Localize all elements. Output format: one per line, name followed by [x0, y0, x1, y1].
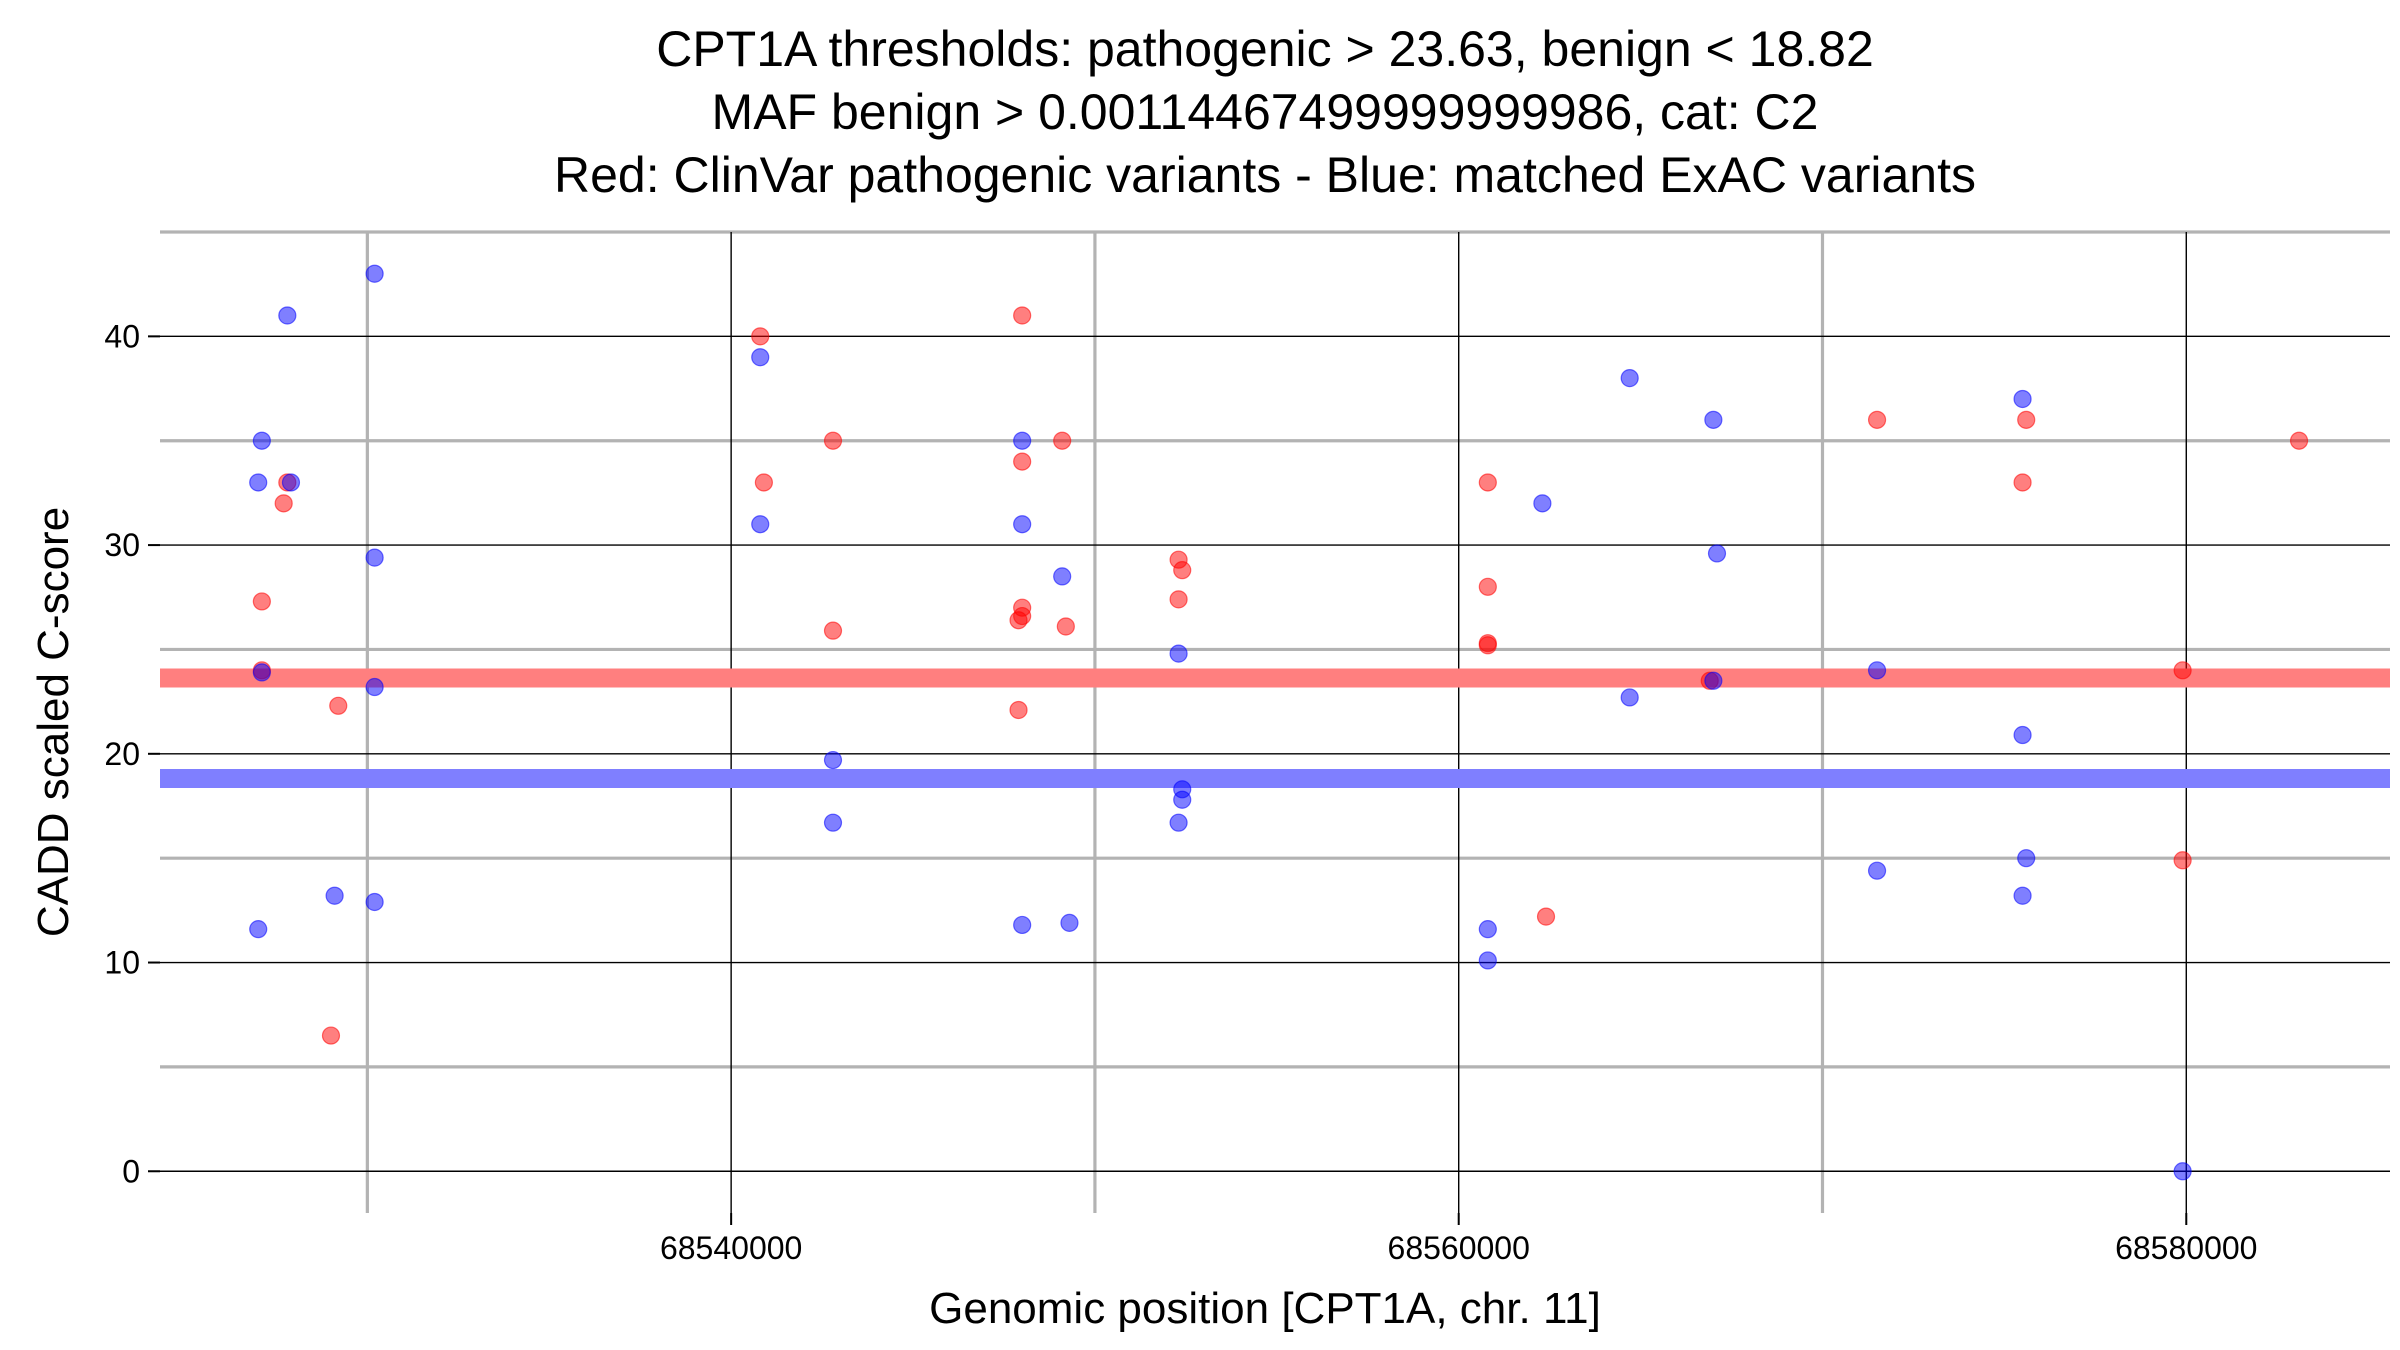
- data-point: [2013, 725, 2032, 745]
- data-point: [1013, 452, 1032, 471]
- data-point: [1013, 431, 1032, 450]
- title-line-2: MAF benign > 0.00114467499999999986, cat…: [712, 84, 1819, 140]
- data-point: [1169, 644, 1188, 663]
- data-point: [1053, 567, 1072, 586]
- y-tick-label: 40: [104, 318, 140, 354]
- x-tick-label: 68540000: [660, 1230, 802, 1266]
- data-point: [1867, 861, 1887, 880]
- data-point: [1533, 494, 1552, 513]
- data-point: [1056, 617, 1075, 636]
- data-point: [1478, 920, 1497, 939]
- data-point: [754, 473, 773, 492]
- data-point: [1053, 431, 1072, 450]
- data-point: [1478, 636, 1497, 655]
- data-point: [823, 431, 843, 450]
- data-point: [252, 592, 271, 611]
- data-point: [1867, 661, 1887, 680]
- data-point: [365, 264, 384, 283]
- data-point: [1478, 577, 1497, 596]
- data-point: [278, 306, 297, 325]
- data-point: [252, 431, 271, 450]
- data-point: [823, 813, 843, 832]
- x-tick-label: 68560000: [1388, 1230, 1530, 1266]
- data-point: [1620, 369, 1639, 388]
- threshold-lines: [160, 668, 2390, 788]
- data-point: [1013, 915, 1032, 935]
- data-point: [2173, 661, 2192, 680]
- data-point: [1707, 544, 1727, 563]
- title-line-1: CPT1A thresholds: pathogenic > 23.63, be…: [656, 21, 1874, 77]
- y-axis-label: CADD scaled C-score: [29, 507, 78, 937]
- data-point: [249, 920, 268, 939]
- data-point: [252, 663, 271, 682]
- data-point: [1009, 611, 1028, 630]
- data-point: [1173, 561, 1192, 580]
- x-tick-label: 68580000: [2115, 1230, 2257, 1266]
- data-point: [249, 473, 268, 492]
- data-points: [249, 264, 2309, 1181]
- x-axis-label: Genomic position [CPT1A, chr. 11]: [929, 1284, 1601, 1333]
- data-point: [1620, 688, 1639, 707]
- data-point: [2173, 851, 2192, 870]
- y-tick-label: 0: [122, 1153, 140, 1189]
- data-point: [281, 473, 301, 492]
- data-point: [1704, 671, 1723, 690]
- data-point: [1013, 515, 1032, 534]
- data-point: [2013, 389, 2032, 409]
- y-tick-label: 30: [104, 527, 140, 563]
- x-axis: 68540000 68560000 68580000: [660, 1213, 2257, 1266]
- data-point: [1536, 907, 1556, 926]
- data-point: [2173, 1162, 2192, 1181]
- y-tick-label: 20: [104, 736, 140, 772]
- chart-title: CPT1A thresholds: pathogenic > 23.63, be…: [554, 21, 1976, 203]
- data-point: [1060, 913, 1079, 932]
- major-gridlines: [160, 232, 2390, 1213]
- data-point: [365, 548, 384, 567]
- data-point: [365, 677, 384, 697]
- data-point: [2013, 473, 2032, 492]
- data-point: [1867, 410, 1887, 429]
- series-clinvar-pathogenic: [252, 306, 2309, 1045]
- data-point: [1704, 410, 1723, 429]
- data-point: [1169, 813, 1188, 832]
- minor-gridlines: [160, 230, 2390, 1213]
- data-point: [1478, 473, 1497, 492]
- data-point: [1009, 700, 1028, 720]
- data-point: [321, 1026, 341, 1045]
- data-point: [329, 696, 348, 715]
- data-point: [751, 348, 770, 367]
- data-point: [274, 494, 293, 513]
- data-point: [751, 327, 770, 346]
- data-point: [2017, 849, 2036, 868]
- data-point: [1478, 951, 1497, 970]
- title-line-3: Red: ClinVar pathogenic variants - Blue:…: [554, 147, 1976, 203]
- y-tick-label: 10: [104, 945, 140, 981]
- data-point: [325, 886, 344, 905]
- data-point: [751, 515, 770, 534]
- data-point: [1013, 306, 1032, 325]
- y-axis: 0 10 20 30 40: [104, 318, 160, 1189]
- data-point: [823, 750, 843, 770]
- data-point: [2289, 431, 2309, 450]
- data-point: [2013, 886, 2032, 905]
- data-point: [2017, 410, 2036, 429]
- data-point: [823, 621, 843, 640]
- data-point: [1173, 790, 1192, 809]
- data-point: [1169, 590, 1188, 609]
- series-exac-matched: [249, 264, 2192, 1181]
- data-point: [365, 892, 384, 912]
